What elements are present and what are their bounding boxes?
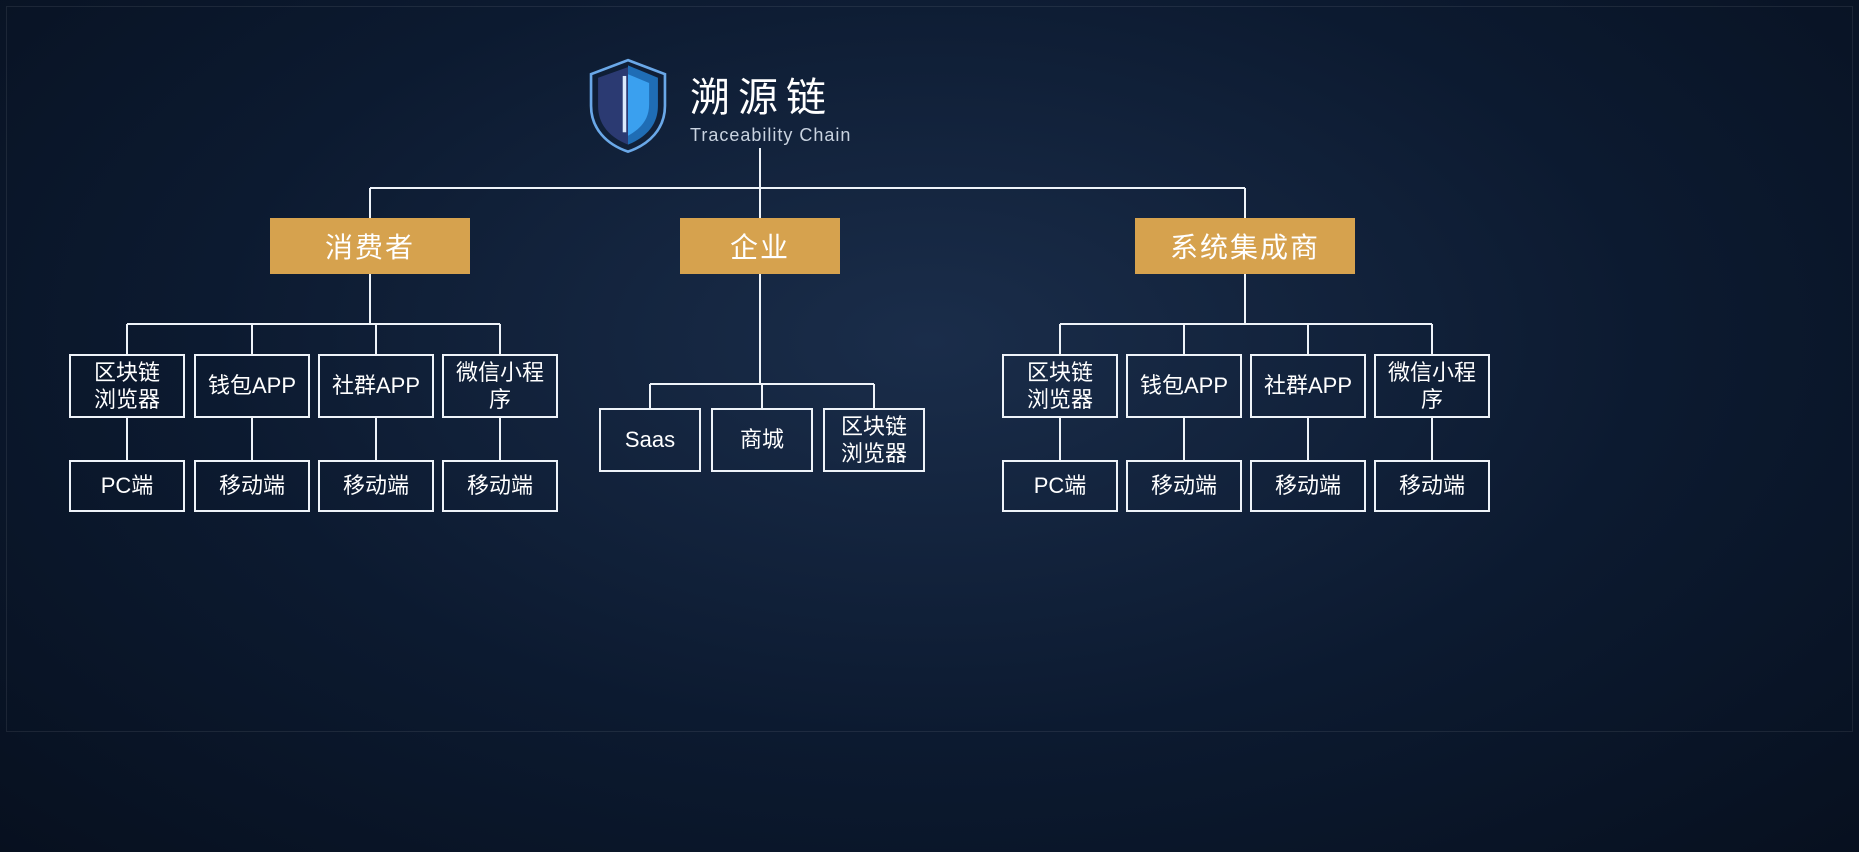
connector (873, 384, 875, 408)
consumer-platform-3: 移动端 (442, 460, 558, 512)
connector (1431, 418, 1433, 460)
integrator-app-2: 社群APP (1250, 354, 1366, 418)
connector (369, 274, 371, 324)
consumer-app-1: 钱包APP (194, 354, 310, 418)
integrator-app-1: 钱包APP (1126, 354, 1242, 418)
connector (375, 418, 377, 460)
connector (649, 384, 651, 408)
enterprise-app-0: Saas (599, 408, 701, 472)
connector (499, 418, 501, 460)
integrator-platform-0: PC端 (1002, 460, 1118, 512)
connector (369, 188, 371, 218)
connector (1183, 324, 1185, 354)
connector (761, 384, 763, 408)
connector (1183, 418, 1185, 460)
shield-icon (584, 56, 672, 154)
connector (1307, 418, 1309, 460)
connector (1059, 324, 1061, 354)
connector (375, 324, 377, 354)
enterprise-app-2: 区块链浏览器 (823, 408, 925, 472)
connector (1059, 418, 1061, 460)
integrator-platform-1: 移动端 (1126, 460, 1242, 512)
consumer-app-2: 社群APP (318, 354, 434, 418)
brand-text: 溯源链Traceability Chain (690, 65, 851, 146)
integrator-app-3: 微信小程序 (1374, 354, 1490, 418)
consumer-platform-2: 移动端 (318, 460, 434, 512)
connector (759, 188, 761, 218)
consumer-platform-1: 移动端 (194, 460, 310, 512)
integrator-platform-3: 移动端 (1374, 460, 1490, 512)
integrator-platform-2: 移动端 (1250, 460, 1366, 512)
category-integrator: 系统集成商 (1135, 218, 1355, 274)
connector (1431, 324, 1433, 354)
connector (127, 323, 500, 325)
brand-subtitle: Traceability Chain (690, 125, 851, 146)
consumer-app-3: 微信小程序 (442, 354, 558, 418)
category-consumer: 消费者 (270, 218, 470, 274)
category-enterprise: 企业 (680, 218, 840, 274)
brand-title: 溯源链 (690, 65, 851, 123)
brand-logo: 溯源链Traceability Chain (584, 56, 851, 154)
connector (759, 274, 761, 384)
connector (1307, 324, 1309, 354)
consumer-app-0: 区块链浏览器 (69, 354, 185, 418)
connector (499, 324, 501, 354)
connector (251, 324, 253, 354)
connector (251, 418, 253, 460)
connector (126, 418, 128, 460)
consumer-platform-0: PC端 (69, 460, 185, 512)
integrator-app-0: 区块链浏览器 (1002, 354, 1118, 418)
connector (126, 324, 128, 354)
connector (759, 148, 761, 188)
connector (370, 187, 1245, 189)
connector (1244, 188, 1246, 218)
connector (1244, 274, 1246, 324)
enterprise-app-1: 商城 (711, 408, 813, 472)
connector (1060, 323, 1432, 325)
